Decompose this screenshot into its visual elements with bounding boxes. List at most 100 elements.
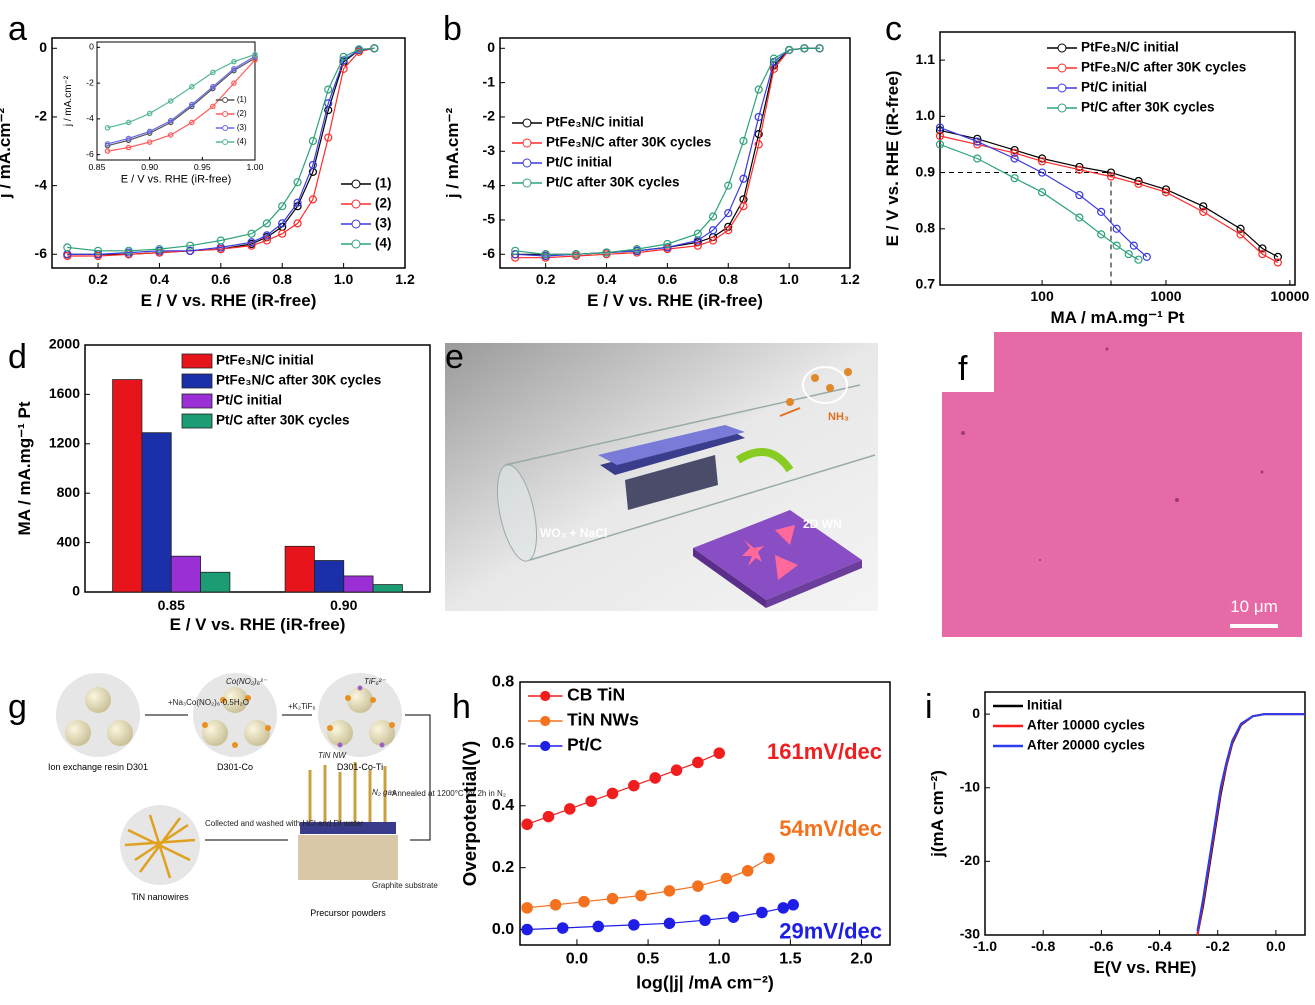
data-point — [1037, 154, 1047, 163]
chart: 0 -1 -2 -3 -4 -5 -6 0.2 0.4 0.6 0.8 1.0 1.2 E / V vs.… — [443, 37, 860, 310]
legend-label: PtFe₃N/C initial — [1081, 40, 1179, 55]
data-point — [663, 239, 672, 249]
data-point — [724, 181, 733, 190]
y-tick-label: -3 — [483, 142, 496, 158]
tube-end — [496, 464, 538, 562]
y-tick-label: -4 — [86, 113, 94, 123]
y-tick-label: 1600 — [49, 385, 80, 401]
series-line — [939, 129, 1279, 258]
data-point — [247, 229, 256, 238]
data-point — [1273, 258, 1282, 267]
legend-marker — [222, 125, 229, 131]
legend-label: PtFe₃N/C initial — [546, 115, 644, 130]
legend-swatch — [181, 353, 213, 369]
data-point — [167, 132, 174, 138]
panel-letter: c — [885, 10, 902, 48]
data-point — [1037, 188, 1047, 197]
substrate-side — [766, 560, 862, 608]
y-tick-label: 1.0 — [916, 107, 936, 123]
chart: 0.0 0.2 0.4 0.6 0.8 0.0 0.5 1.0 1.5 2.0 161mV/dec 5… — [459, 672, 891, 993]
x-tick-label: 1.0 — [708, 949, 730, 967]
x-axis-label: E / V vs. RHE (iR-free) — [587, 291, 763, 310]
data-point — [104, 125, 111, 131]
x-tick-label: 0.6 — [658, 271, 678, 287]
data-point — [708, 236, 718, 245]
data-point — [1097, 207, 1106, 217]
wires — [308, 762, 387, 822]
data-point — [1258, 244, 1267, 253]
data-point — [649, 772, 661, 784]
bar — [200, 571, 231, 593]
legend-label: (3) — [375, 216, 392, 231]
boat — [625, 455, 718, 510]
data-point — [708, 226, 718, 235]
legend-label: Pt/C initial — [1081, 80, 1147, 95]
substrate — [300, 822, 396, 834]
data-point — [754, 130, 763, 139]
y-tick-label: -30 — [960, 926, 980, 942]
legend-marker — [522, 138, 532, 148]
data-point — [935, 126, 945, 135]
legend-label: Initial — [1027, 698, 1062, 713]
plot-frame — [984, 691, 1306, 936]
data-point — [308, 160, 318, 170]
data-point — [628, 919, 640, 931]
data-point — [973, 134, 982, 143]
y-axis-label: j / mA.cm⁻² — [443, 108, 462, 200]
data-point — [308, 136, 318, 146]
legend-marker — [351, 239, 361, 249]
data-point — [210, 69, 216, 76]
x-tick-label: 0.2 — [88, 271, 108, 287]
x-tick-label: 1.2 — [840, 271, 860, 287]
data-point — [542, 810, 555, 823]
x-tick-label: 0.95 — [194, 162, 211, 172]
y-axis-label: E / V vs. RHE (iR-free) — [883, 71, 902, 247]
y-tick-label: 0 — [89, 42, 94, 52]
label: D301-Co — [217, 762, 253, 772]
bar — [141, 432, 172, 593]
label: TiF₆²⁻ — [364, 677, 386, 686]
y-tick-label: -5 — [483, 211, 496, 227]
plot-frame — [519, 681, 891, 946]
y-tick-label: 0.8 — [492, 672, 514, 690]
data-point — [727, 911, 740, 923]
data-point — [785, 45, 794, 55]
data-point — [1075, 190, 1084, 200]
data-point — [602, 248, 611, 257]
data-point — [262, 219, 271, 228]
legend-marker — [1057, 43, 1067, 53]
panel-letter: g — [8, 688, 27, 726]
data-point — [787, 899, 800, 911]
data-point — [1010, 145, 1019, 155]
series-line — [67, 47, 375, 252]
data-point — [541, 250, 550, 259]
data-point — [125, 135, 132, 142]
y-axis-label: j / mA.cm⁻² — [63, 75, 74, 127]
y-tick-label: 0.0 — [492, 920, 514, 938]
panel-letter: f — [958, 350, 968, 388]
x-tick-label: -0.2 — [1206, 938, 1230, 954]
data-point — [756, 906, 768, 919]
dots — [202, 695, 395, 748]
data-point — [699, 914, 711, 927]
data-point — [724, 226, 733, 235]
data-point — [167, 98, 174, 104]
legend-marker — [351, 219, 361, 229]
data-point — [578, 895, 590, 908]
plot-frame — [499, 37, 851, 269]
data-point — [189, 83, 195, 90]
panel-e: WO₃ + NaCl NH₃ 2D WN — [445, 343, 878, 611]
notch — [942, 332, 994, 392]
data-point — [63, 243, 72, 252]
x-tick-label: 10000 — [1270, 288, 1309, 304]
legend-label: (2) — [375, 196, 392, 211]
data-point — [210, 103, 216, 110]
substrate-side — [693, 548, 766, 608]
data-point — [1112, 241, 1121, 250]
chart: 0 400 800 1200 1600 2000 0.85 0.90 E / V vs. RHE… — [15, 336, 431, 634]
x-tick-label: 0.0 — [1266, 938, 1286, 954]
label: D301-Co-Ti — [337, 762, 383, 772]
data-point — [632, 245, 642, 254]
data-point — [628, 779, 640, 792]
data-point — [146, 139, 153, 145]
